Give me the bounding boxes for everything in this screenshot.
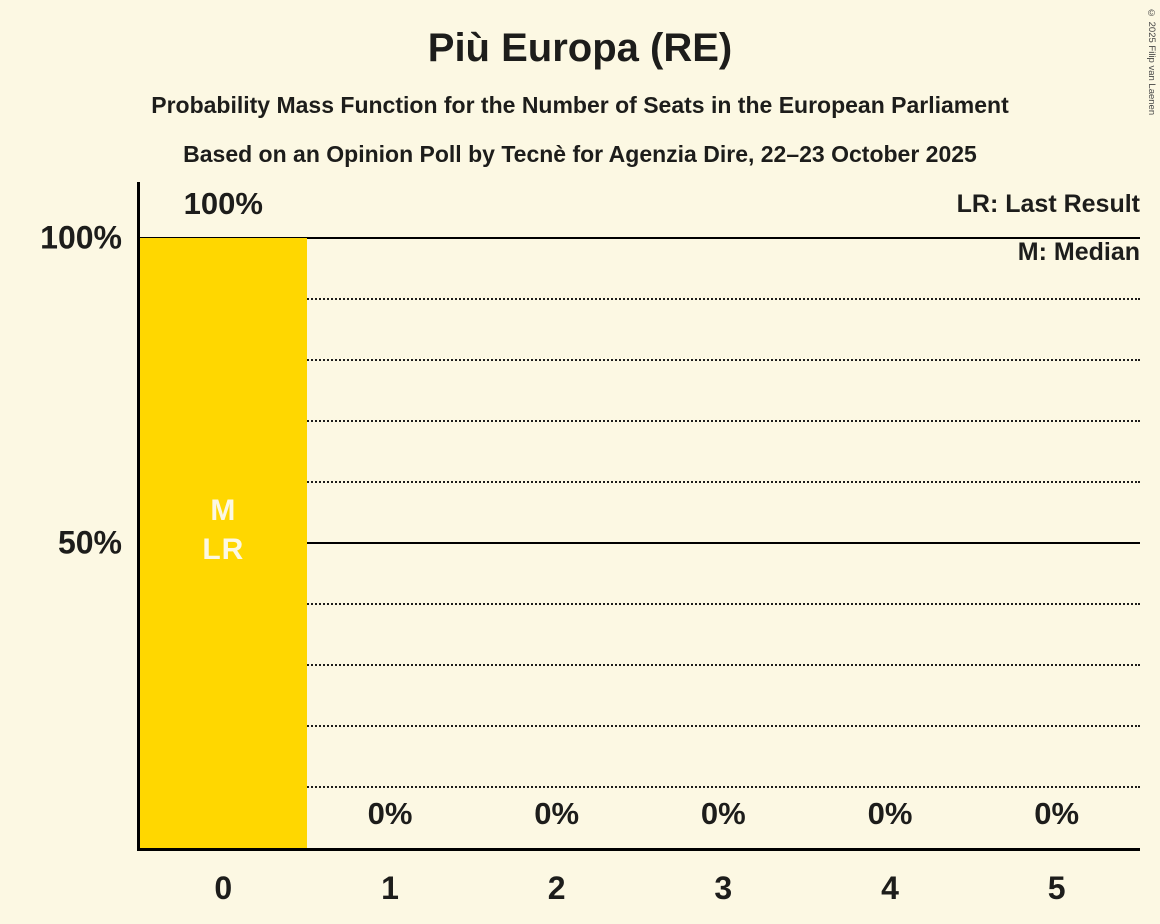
y-axis-line xyxy=(137,182,140,851)
value-label-3: 0% xyxy=(700,796,746,831)
x-axis-label-0: 0 xyxy=(214,870,233,906)
x-axis-label-2: 2 xyxy=(547,870,566,906)
value-label-1: 0% xyxy=(367,796,413,831)
gridline-30 xyxy=(140,664,1140,666)
bar-annotation-0: M LR xyxy=(140,491,307,569)
gridline-90 xyxy=(140,298,1140,300)
value-label-4: 0% xyxy=(867,796,913,831)
value-label-2: 0% xyxy=(534,796,580,831)
value-label-0: 100% xyxy=(183,186,263,221)
last-result-marker: LR xyxy=(202,533,245,566)
legend-last-result: LR: Last Result xyxy=(956,190,1140,218)
x-axis-label-4: 4 xyxy=(881,870,899,906)
x-axis-label-3: 3 xyxy=(714,870,733,906)
y-axis-label-50: 50% xyxy=(57,524,122,561)
legend: LR: Last Result M: Median xyxy=(957,180,1140,276)
plot-area: 100% 0 0% 1 0% 2 0% 3 0% 4 0% 5 M LR xyxy=(140,186,1140,906)
chart-title: Più Europa (RE) xyxy=(427,26,733,70)
gridline-70 xyxy=(140,420,1140,422)
bar-0 xyxy=(140,238,307,848)
y-axis-labels: 50% 100% xyxy=(0,220,122,848)
gridline-40 xyxy=(140,603,1140,605)
gridline-100 xyxy=(140,237,1140,239)
gridline-50 xyxy=(140,542,1140,544)
x-axis-label-5: 5 xyxy=(1047,870,1066,906)
chart-subtitle-line1: Probability Mass Function for the Number… xyxy=(151,92,1009,118)
legend-median: M: Median xyxy=(1017,238,1140,266)
x-axis-label-1: 1 xyxy=(381,870,399,906)
gridline-20 xyxy=(140,725,1140,727)
value-label-5: 0% xyxy=(1034,796,1080,831)
gridline-80 xyxy=(140,359,1140,361)
gridline-10 xyxy=(140,786,1140,788)
median-marker: M xyxy=(210,494,237,527)
gridline-60 xyxy=(140,481,1140,483)
copyright-notice: © 2025 Filip van Laenen xyxy=(1146,8,1157,116)
y-axis-label-100: 100% xyxy=(40,219,122,256)
chart-subtitle-line2: Based on an Opinion Poll by Tecnè for Ag… xyxy=(183,141,977,167)
x-axis-line xyxy=(137,848,1140,851)
